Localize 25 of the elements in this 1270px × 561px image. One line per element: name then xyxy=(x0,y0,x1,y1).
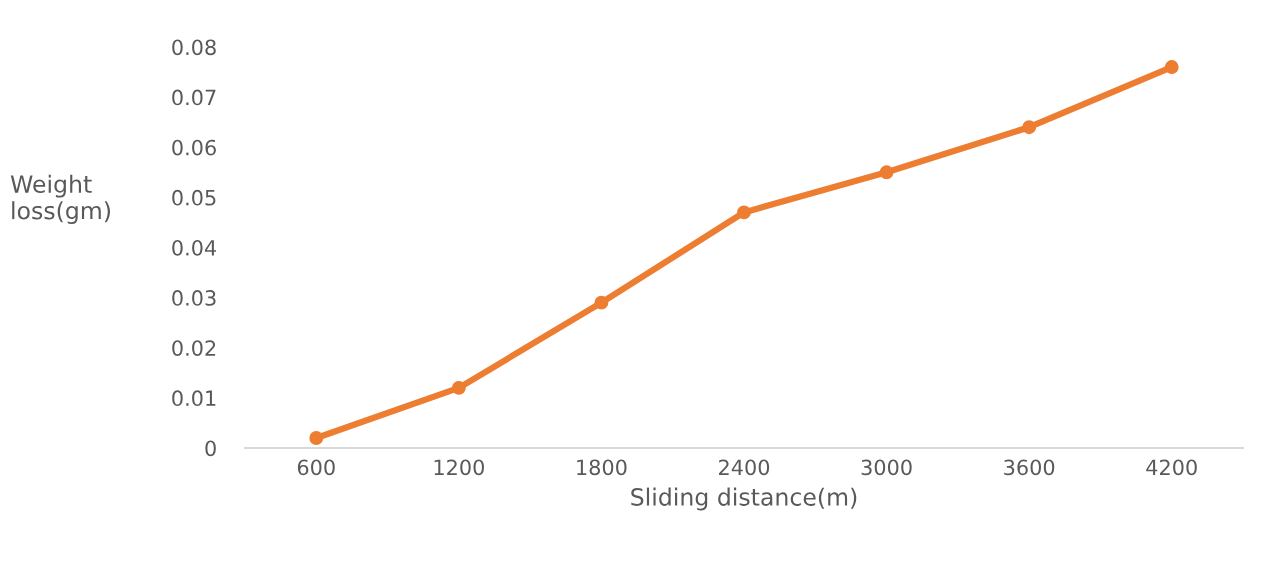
x-tick-label: 3600 xyxy=(1004,459,1055,476)
y-axis-title: Weight loss(gm) xyxy=(10,174,110,225)
y-tick-label: 0.01 xyxy=(172,390,216,407)
y-tick-label: 0.07 xyxy=(172,89,216,106)
y-tick-label: 0.05 xyxy=(172,189,216,206)
point xyxy=(1164,60,1179,74)
y-tick-label: 0.08 xyxy=(172,39,216,56)
y-tick-label: 0.03 xyxy=(172,290,216,306)
x-tick-label: 1200 xyxy=(434,459,484,476)
x-tick-label: 600 xyxy=(297,459,335,476)
point xyxy=(594,295,609,310)
x-axis-title: Sliding distance(m) xyxy=(631,487,857,511)
y-tick-label: 0 xyxy=(205,440,216,457)
point xyxy=(451,380,466,395)
x-tick-label: 2400 xyxy=(719,459,770,476)
x-tick-label: 1800 xyxy=(577,459,627,476)
y-tick-label: 0.06 xyxy=(172,139,216,156)
x-tick-label: 3000 xyxy=(861,459,912,476)
point xyxy=(1022,120,1037,135)
point xyxy=(309,431,324,445)
y-tick-label: 0.04 xyxy=(172,239,217,256)
y-tick-label: 0.02 xyxy=(172,340,216,356)
point xyxy=(879,165,894,180)
x-tick-label: 4200 xyxy=(1146,459,1197,476)
point xyxy=(737,205,751,220)
